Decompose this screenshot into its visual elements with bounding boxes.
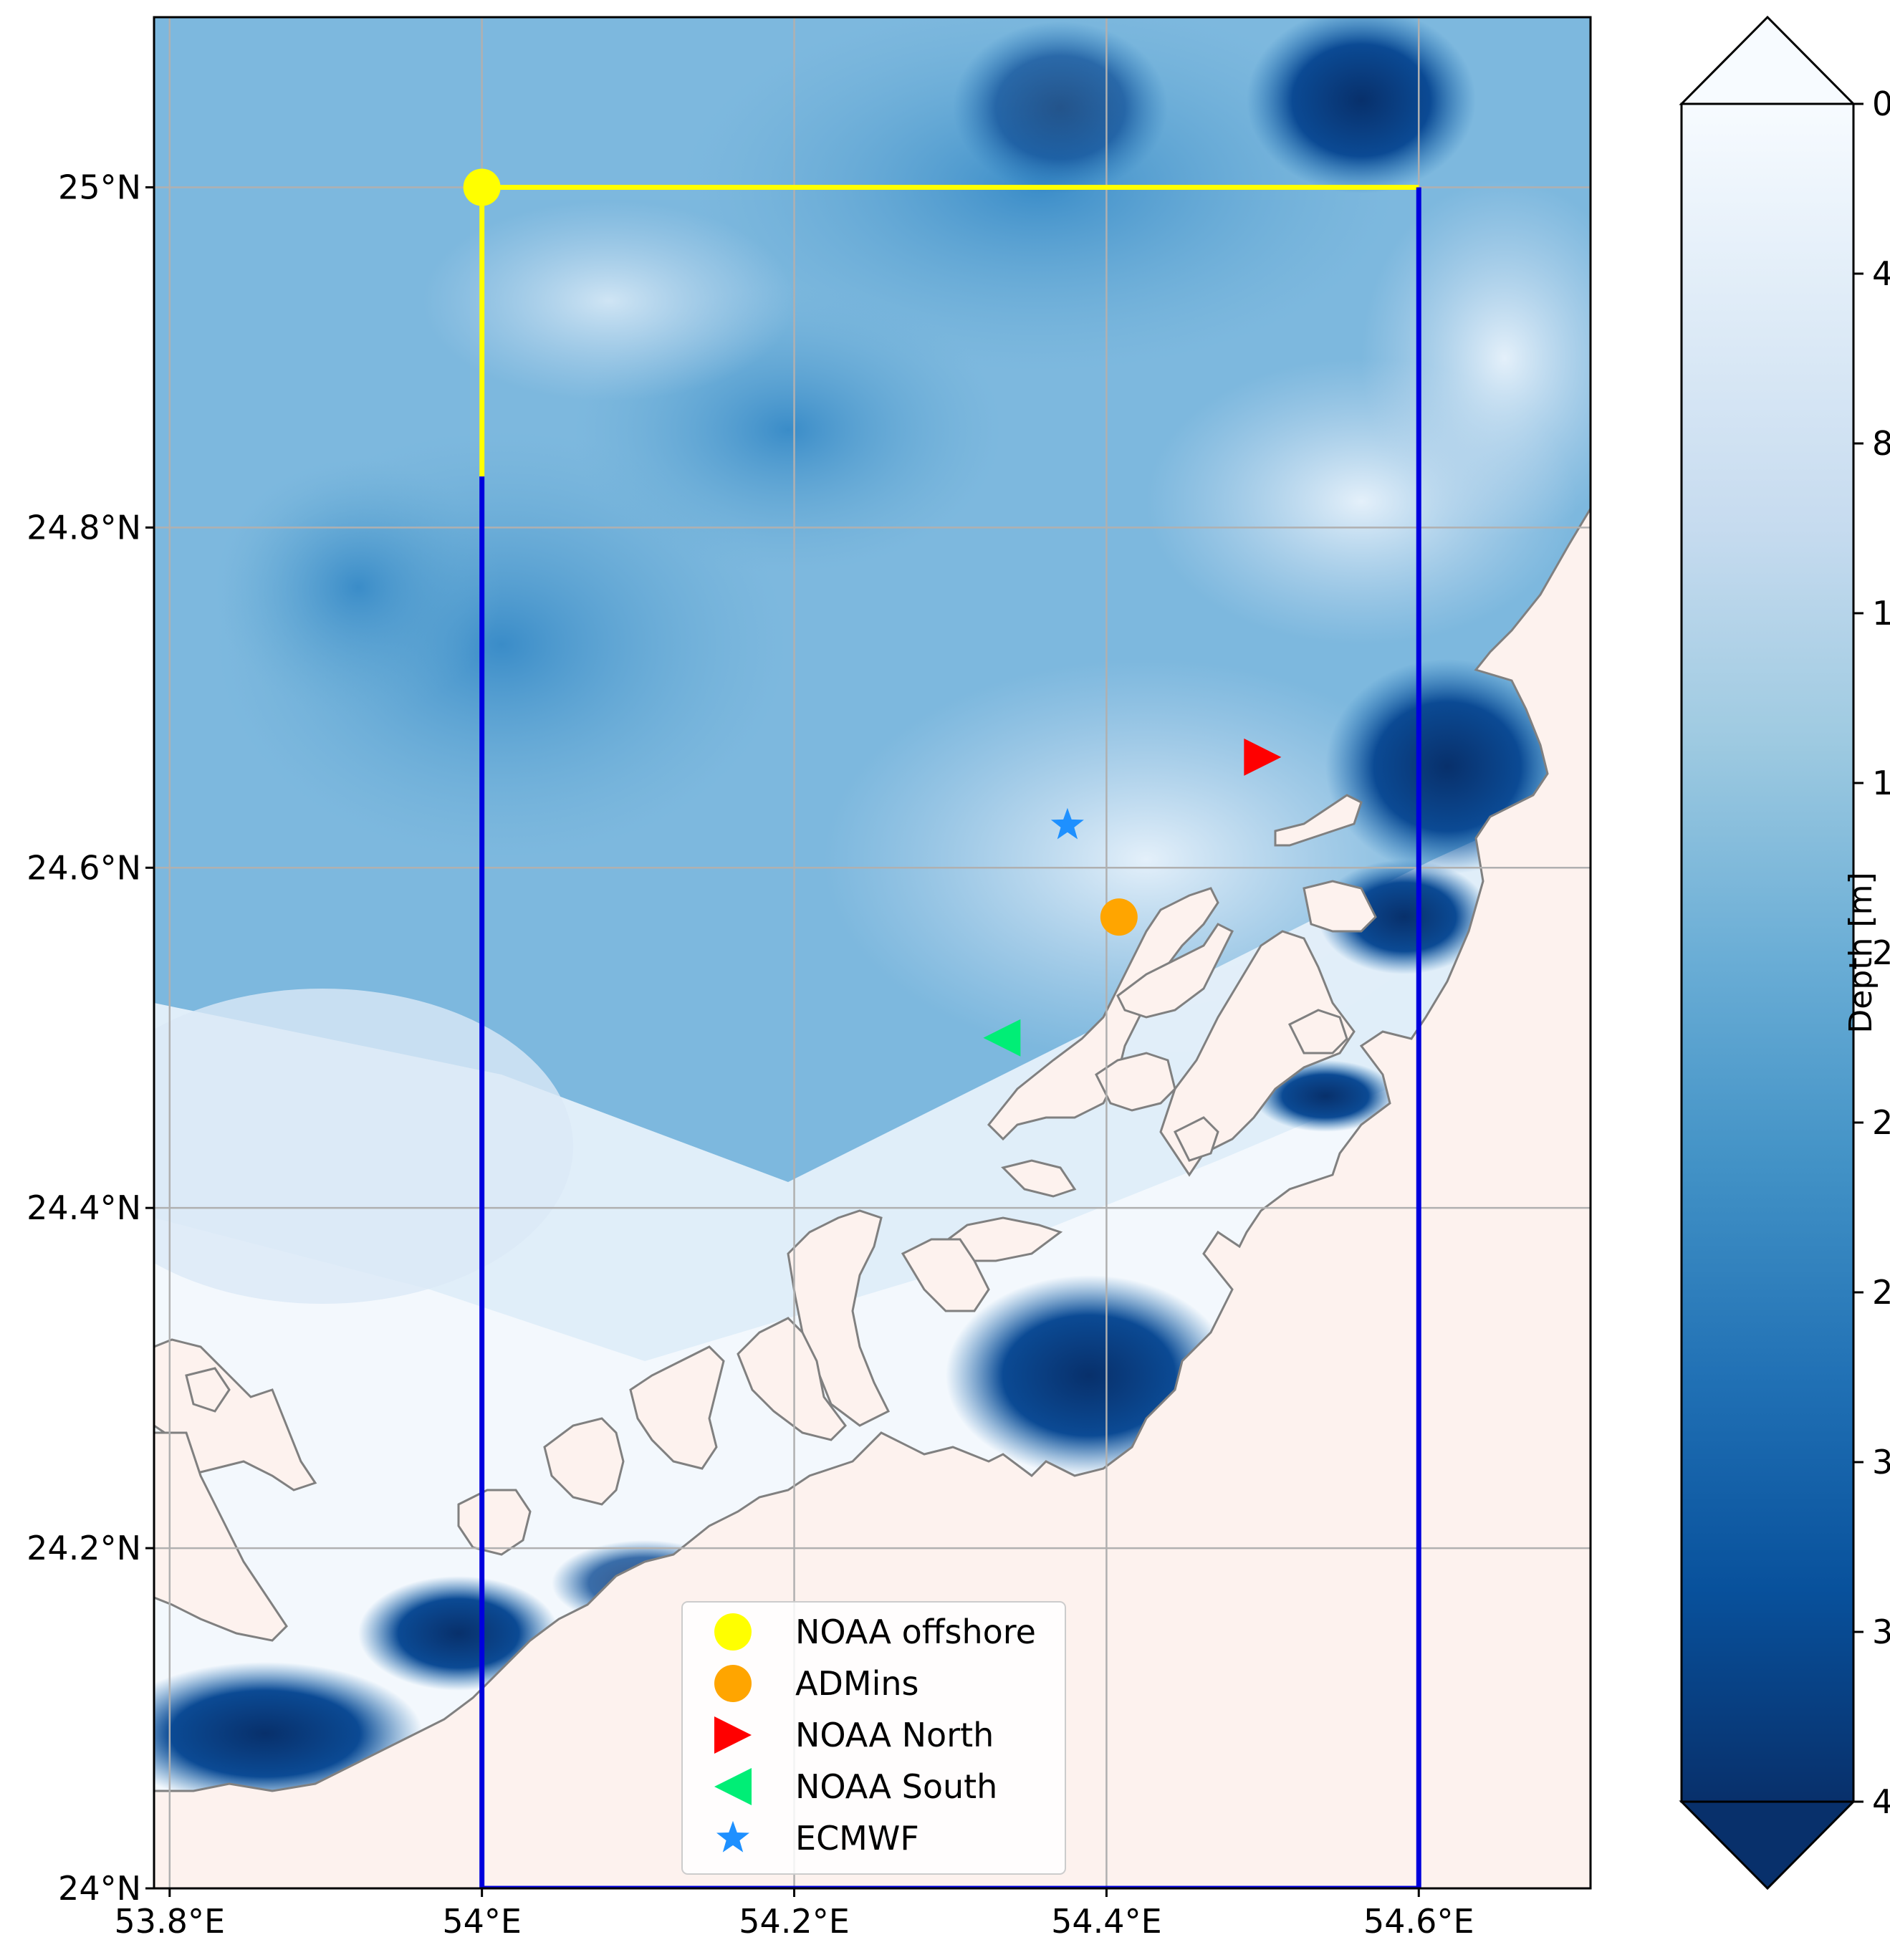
colorbar-tick-label: 32 [1872, 1443, 1890, 1481]
legend-noaa-offshore-label: NOAA offshore [795, 1613, 1036, 1651]
noaa-offshore-marker [463, 168, 501, 206]
y-tick-label: 24.6°N [27, 848, 141, 887]
land [154, 506, 1591, 1888]
x-tick-label: 54.2°E [739, 1902, 850, 1941]
y-tick-label: 24.8°N [27, 508, 141, 547]
noaa-north-marker [1244, 738, 1282, 776]
colorbar-extend-top [1679, 15, 1856, 105]
map-axes: NOAA offshore ADMins NOAA North NOAA South E… [154, 17, 1591, 1888]
legend-noaa-south-marker [714, 1768, 752, 1805]
colorbar-tick-label: 4 [1872, 254, 1890, 293]
x-tick-label: 54.4°E [1051, 1902, 1162, 1941]
colorbar-ticks: 0 4 8 12 16 20 24 28 32 36 40 [1853, 85, 1890, 1821]
colorbar-extend-bottom [1679, 1800, 1856, 1891]
legend-noaa-south-label: NOAA South [795, 1767, 997, 1806]
colorbar-tick-label: 36 [1872, 1613, 1890, 1651]
legend-box [681, 1601, 1066, 1875]
legend-ecmwf-label: ECMWF [795, 1819, 919, 1858]
x-tick-label: 54.6°E [1363, 1902, 1474, 1941]
station-markers [463, 168, 1282, 1057]
legend-noaa-north-label: NOAA North [795, 1716, 994, 1754]
legend-noaa-offshore-marker [714, 1613, 752, 1651]
x-tick-label: 53.8°E [115, 1902, 226, 1941]
y-tick-label: 24°N [58, 1869, 141, 1908]
y-tick-label: 24.2°N [27, 1529, 141, 1567]
x-tick-labels: 53.8°E 54°E 54.2°E 54.4°E 54.6°E [115, 1888, 1474, 1941]
ecmwf-marker [1050, 807, 1084, 840]
y-tick-labels: 24°N 24.2°N 24.4°N 24.6°N 24.8°N 25°N [27, 168, 154, 1908]
legend-ecmwf-marker [716, 1820, 749, 1853]
admins-marker [1100, 898, 1138, 936]
colorbar-tick-label: 24 [1872, 1103, 1890, 1142]
axes-frame [153, 16, 1592, 1890]
colorbar-body [1680, 102, 1855, 1803]
legend: NOAA offshore ADMins NOAA North NOAA South E… [681, 1601, 1066, 1875]
y-tick-label: 24.4°N [27, 1188, 141, 1227]
y-tick-label: 25°N [58, 168, 141, 206]
x-tick-label: 54°E [442, 1902, 522, 1941]
colorbar-tick-label: 12 [1872, 594, 1890, 633]
colorbar-tick-label: 8 [1872, 424, 1890, 463]
colorbar-tick-label: 0 [1872, 85, 1890, 123]
colorbar-tick-label: 28 [1872, 1273, 1890, 1312]
colorbar: 0 4 8 12 16 20 24 28 32 36 40 Depth [m] [1679, 15, 1890, 1891]
colorbar-tick-label: 20 [1872, 933, 1890, 972]
colorbar-tick-label: 16 [1872, 764, 1890, 802]
legend-noaa-north-marker [714, 1716, 752, 1754]
colorbar-label: Depth [m] [1843, 872, 1879, 1033]
colorbar-tick-label: 40 [1872, 1782, 1890, 1821]
legend-admins-marker [714, 1665, 752, 1702]
legend-admins-label: ADMins [795, 1664, 918, 1703]
noaa-south-marker [983, 1019, 1021, 1057]
